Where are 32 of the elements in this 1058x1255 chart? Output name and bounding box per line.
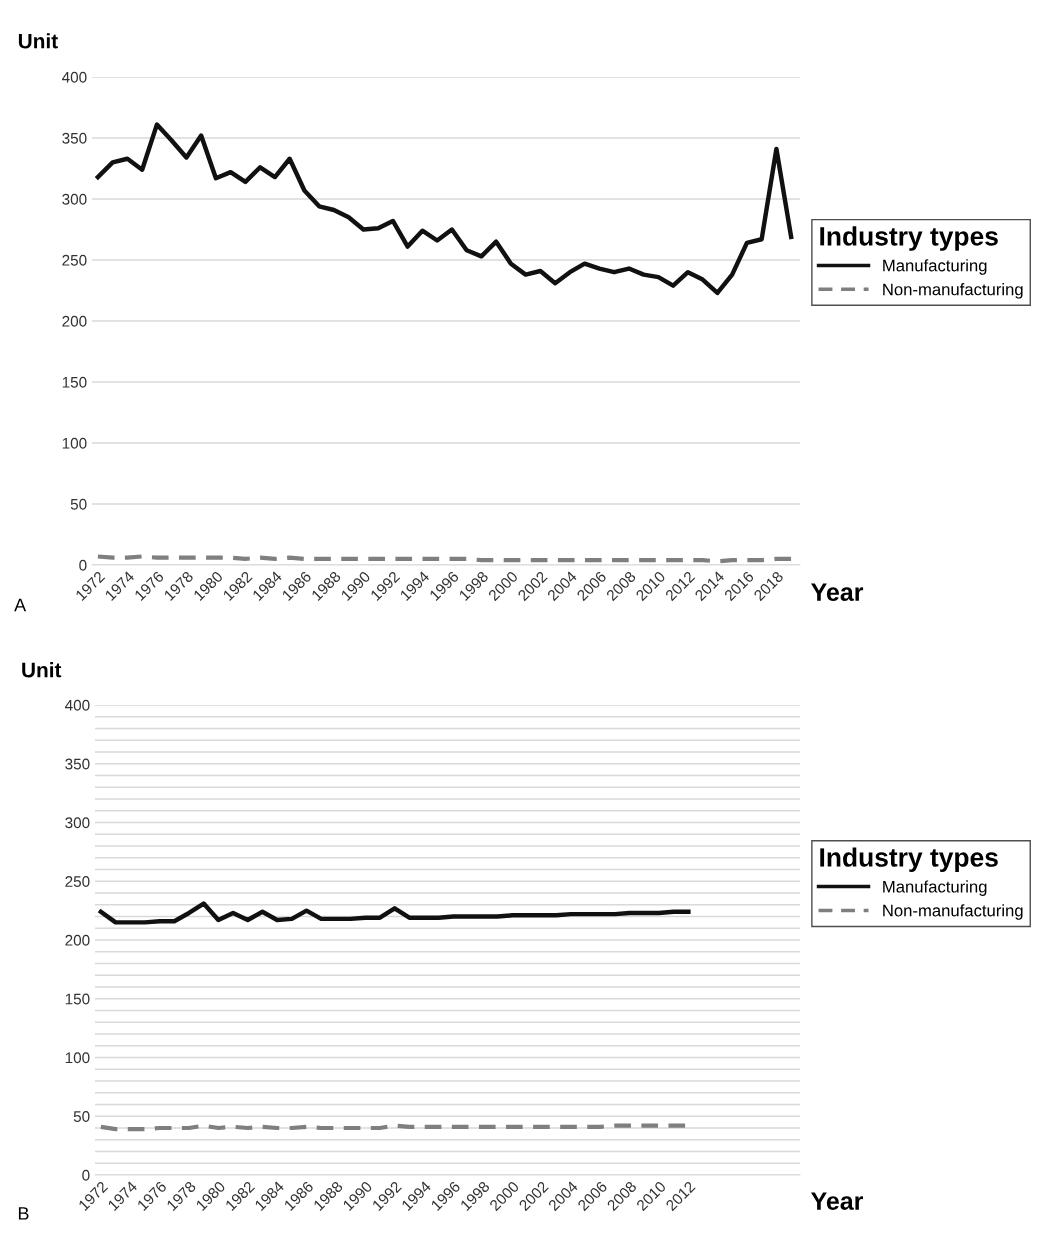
- y-tick-label: 150: [65, 993, 90, 1005]
- legend-label: Non-manufacturing: [883, 904, 1023, 920]
- y-tick-label: 100: [65, 1052, 90, 1064]
- y-tick-label: 300: [65, 817, 90, 829]
- y-tick-label: 400: [62, 71, 87, 83]
- y-tick-label: 350: [65, 758, 90, 770]
- y-tick-label: 0: [82, 1169, 90, 1181]
- y-tick-label: 300: [62, 193, 87, 205]
- y-tick-label: 100: [62, 437, 87, 449]
- x-axis-title: Year: [811, 1192, 864, 1210]
- legend-title: Industry types: [820, 847, 998, 873]
- y-tick-label: 250: [62, 254, 87, 266]
- text: A: [14, 598, 27, 612]
- y-tick-label: 200: [62, 315, 87, 327]
- y-tick-label: 0: [79, 559, 87, 571]
- y-tick-label: 150: [62, 376, 87, 388]
- y-tick-label: 250: [65, 876, 90, 887]
- line-series: [98, 901, 691, 925]
- legend-title: Industry types: [820, 226, 998, 251]
- y-tick-label: 50: [70, 498, 87, 510]
- y-tick-label: 50: [73, 1111, 90, 1122]
- text: B: [18, 1207, 29, 1220]
- legend-label: Non-manufacturing: [883, 283, 1023, 299]
- y-tick-label: 200: [65, 934, 90, 946]
- line-series: [95, 122, 794, 296]
- legend-label: Manufacturing: [883, 880, 987, 896]
- y-axis-title: Unit: [18, 33, 58, 49]
- y-tick-label: 350: [62, 132, 87, 144]
- y-tick-label: 400: [65, 699, 90, 711]
- x-axis-title: Year: [811, 583, 864, 601]
- y-axis-title: Unit: [22, 662, 62, 678]
- legend-label: Manufacturing: [883, 259, 987, 275]
